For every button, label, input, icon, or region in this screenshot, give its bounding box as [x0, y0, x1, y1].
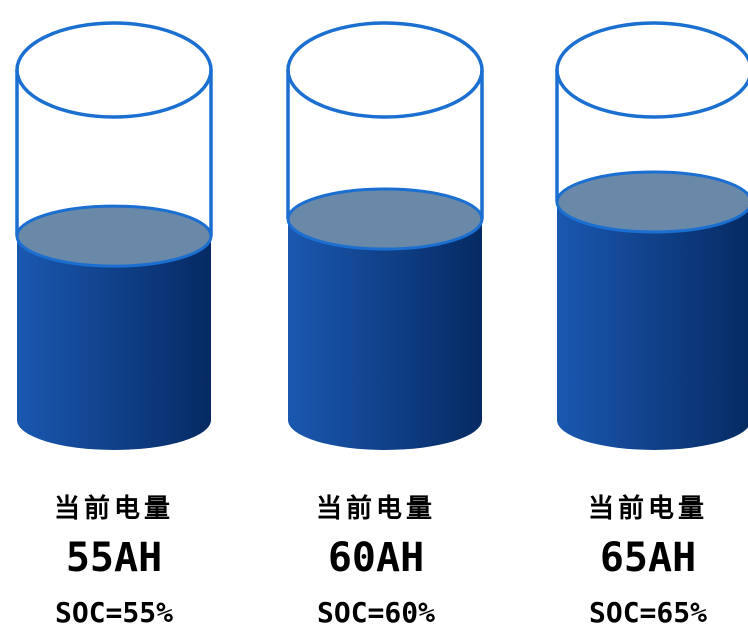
liquid-body [288, 219, 482, 450]
liquid-body [557, 201, 748, 450]
cylinder-3-soc: SOC=65% [588, 596, 707, 629]
liquid-body [17, 236, 211, 450]
glass-rim [15, 21, 213, 119]
cylinder-3-capacity: 65AH [599, 535, 697, 581]
cylinder-1-soc: SOC=55% [54, 596, 173, 629]
cylinder-2-soc: SOC=60% [316, 596, 435, 629]
glass-rim [286, 21, 484, 119]
liquid-surface [555, 170, 748, 234]
cylinder-1-capacity: 55AH [65, 535, 163, 581]
cylinder-2 [286, 21, 484, 450]
cylinder-2-title: 当前电量 [315, 494, 436, 524]
cylinder-1-title: 当前电量 [53, 494, 174, 524]
cylinder-1 [15, 21, 213, 450]
liquid-surface [286, 187, 484, 251]
cylinder-3 [555, 21, 748, 450]
cylinder-2-capacity: 60AH [327, 535, 425, 581]
liquid-surface [15, 204, 213, 268]
glass-rim [555, 21, 748, 119]
cylinder-3-title: 当前电量 [587, 494, 708, 524]
